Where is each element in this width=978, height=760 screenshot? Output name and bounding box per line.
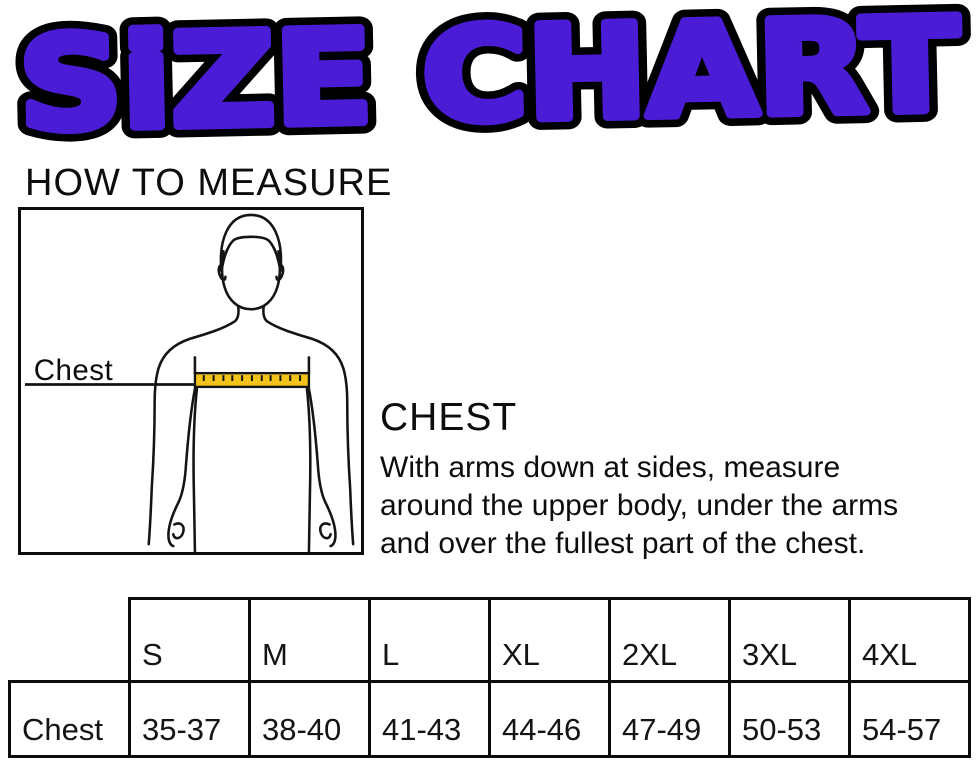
title-fill-text: SiZE CHART [18,0,961,152]
size-header-l: L [368,597,491,683]
chest-value-l: 41-43 [368,680,491,758]
figure-right-inner-arm [307,387,337,548]
title-outline-text: SiZE CHART [18,0,961,152]
figure-right-hand-curl [319,522,332,540]
how-to-measure-heading: HOW TO MEASURE [25,162,393,204]
figure-left-torso-side [192,387,199,552]
figure-right-ear [275,263,285,282]
chest-instructions-line: With arms down at sides, measure [380,451,841,484]
size-header-2xl: 2XL [608,597,731,683]
chest-instructions-line: and over the fullest part of the chest. [380,527,866,560]
figure-face-outline [220,250,282,311]
chest-value-m: 38-40 [248,680,371,758]
measurement-diagram: Chest [18,207,364,555]
chest-instructions-line: around the upper body, under the arms [380,489,899,522]
size-header-m: M [248,597,371,683]
figure-left-ear [217,263,227,282]
size-chart-title: SiZE CHART SiZE CHART [6,0,973,152]
chest-value-xl: 44-46 [488,680,611,758]
size-header-3xl: 3XL [728,597,851,683]
figure-hairline [220,235,282,273]
chest-diagram-label: Chest [34,354,113,387]
size-header-xl: XL [488,597,611,683]
figure-left-hand-curl [172,522,185,540]
chest-section-heading: CHEST [380,396,518,439]
figure-right-shoulder-arm [262,305,355,546]
figure-left-inner-arm [167,387,197,548]
chest-value-2xl: 47-49 [608,680,731,758]
chest-row-label: Chest [8,680,131,758]
chest-value-4xl: 54-57 [848,680,971,758]
figure-hair-outline [219,213,283,273]
chest-value-s: 35-37 [128,680,251,758]
torso-figure-icon: Chest [24,213,355,552]
size-header-s: S [128,597,251,683]
figure-left-shoulder-arm [147,305,240,546]
figure-right-torso-side [305,387,312,552]
figure-chest-edges [193,356,311,375]
measuring-tape-ticks [202,375,302,381]
size-header-4xl: 4XL [848,597,971,683]
chest-instructions-text: With arms down at sides, measure around … [380,449,898,563]
chest-value-3xl: 50-53 [728,680,851,758]
